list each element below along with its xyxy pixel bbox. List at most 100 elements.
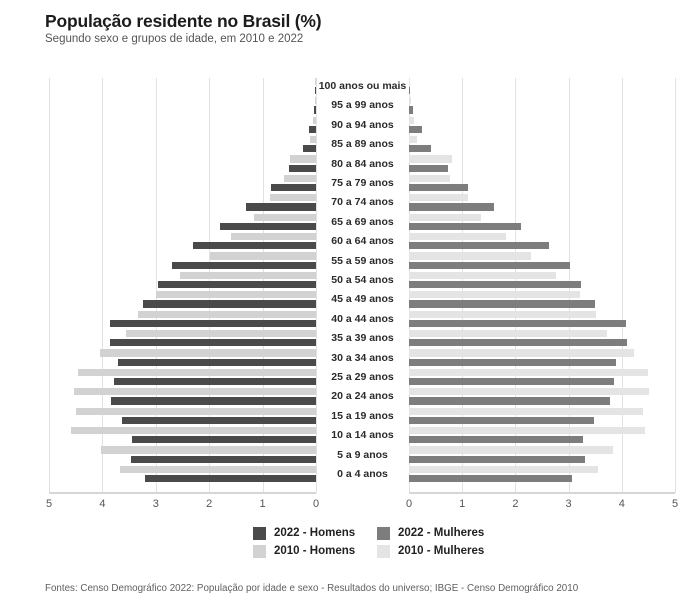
pyramid-bar — [76, 407, 316, 415]
pyramid-bar — [155, 291, 316, 299]
gridline — [621, 78, 623, 493]
pyramid-bar — [193, 242, 316, 250]
pyramid-bar — [100, 349, 316, 357]
pyramid-bar — [409, 174, 450, 182]
pyramid-bar — [253, 213, 316, 221]
axis-tick-label: 3 — [565, 498, 572, 510]
gridline — [675, 78, 676, 493]
age-group-label: 50 a 54 anos — [331, 274, 394, 286]
axis-tick-label: 4 — [99, 498, 106, 510]
pyramid-bar — [309, 125, 316, 133]
pyramid-bar — [409, 136, 417, 144]
age-group-label: 95 a 99 anos — [331, 99, 394, 112]
gridline — [316, 78, 317, 493]
pyramid-bar — [126, 330, 316, 338]
legend-swatch-2022-mulheres — [377, 526, 390, 540]
pyramid-bar — [269, 194, 316, 202]
pyramid-bar — [409, 145, 432, 153]
legend-swatch-2010-homens — [253, 544, 266, 558]
pyramid-bar — [117, 358, 316, 366]
legend-swatch-2010-mulheres — [377, 544, 390, 558]
x-axis-line-left — [49, 492, 316, 494]
pyramid-bar — [409, 261, 570, 269]
pyramid-bar — [409, 281, 582, 289]
pyramid-bar — [409, 155, 453, 163]
pyramid-bar — [172, 261, 316, 269]
age-group-label: 20 a 24 anos — [331, 390, 394, 403]
pyramid-bar — [409, 300, 595, 308]
legend-label: 2010 - Homens — [274, 545, 356, 557]
pyramid-bar — [120, 465, 316, 473]
pyramid-bar — [288, 164, 316, 172]
x-axis-line-right — [409, 492, 675, 494]
pyramid-bar — [209, 252, 316, 260]
pyramid-bar — [409, 475, 573, 483]
axis-tick-label: 1 — [259, 498, 266, 510]
pyramid-bar — [409, 194, 468, 202]
axis-tick-label: 4 — [618, 498, 625, 510]
age-group-label: 85 a 89 anos — [331, 138, 394, 151]
pyramid-bar — [284, 174, 316, 182]
pyramid-bar — [409, 233, 506, 241]
axis-tick-label: 2 — [206, 498, 213, 510]
chart-title: População residente no Brasil (%) — [45, 11, 322, 31]
pyramid-bar — [409, 358, 616, 366]
pyramid-bar — [289, 155, 316, 163]
age-group-label: 15 a 19 anos — [331, 409, 394, 422]
pyramid-bar — [409, 252, 531, 260]
pyramid-bar — [74, 388, 316, 396]
pyramid-bar — [409, 97, 411, 105]
pyramid-bar — [179, 271, 316, 279]
age-group-label: 100 anos ou mais — [318, 80, 407, 92]
legend-item-2022-mulheres: 2022 - Mulheres — [377, 526, 501, 540]
legend-item-2022-homens: 2022 - Homens — [253, 526, 377, 540]
pyramid-bar — [109, 339, 316, 347]
gridline — [155, 78, 157, 493]
pyramid-bar — [315, 87, 316, 95]
pyramid-bar — [409, 339, 628, 347]
pyramid-bar — [409, 436, 584, 444]
pyramid-bar — [409, 184, 468, 192]
age-group-label: 75 a 79 anos — [331, 177, 394, 189]
pyramid-bar — [409, 330, 607, 338]
pyramid-bar — [409, 465, 598, 473]
age-group-label: 5 a 9 anos — [337, 448, 388, 461]
gridline — [49, 78, 50, 493]
pyramid-bar — [409, 106, 413, 114]
axis-tick-label: 2 — [512, 498, 519, 510]
pyramid-bar — [409, 397, 611, 405]
pyramid-bar — [409, 455, 586, 463]
age-group-label: 0 a 4 anos — [337, 468, 388, 480]
pyramid-bar — [409, 416, 595, 424]
legend-swatch-2022-homens — [253, 526, 266, 540]
pyramid-bar — [315, 77, 316, 85]
age-group-label: 40 a 44 anos — [331, 312, 394, 325]
legend-item-2010-homens: 2010 - Homens — [253, 544, 377, 558]
legend-label: 2022 - Homens — [274, 527, 356, 539]
age-group-label: 45 a 49 anos — [331, 293, 394, 306]
pyramid-bar — [122, 416, 316, 424]
chart-subtitle: Segundo sexo e grupos de idade, em 2010 … — [45, 33, 304, 45]
pyramid-bar — [231, 233, 316, 241]
pyramid-bar — [409, 87, 411, 95]
pyramid-bar — [409, 213, 482, 221]
legend-item-2010-mulheres: 2010 - Mulheres — [377, 544, 501, 558]
pyramid-bar — [409, 310, 596, 318]
pyramid-bar — [78, 368, 316, 376]
pyramid-bar — [309, 136, 316, 144]
pyramid-bar — [131, 455, 316, 463]
age-group-label: 25 a 29 anos — [331, 371, 394, 383]
pyramid-bar — [271, 184, 316, 192]
age-group-label: 35 a 39 anos — [331, 332, 394, 345]
pyramid-bar — [145, 475, 316, 483]
pyramid-bar — [409, 407, 643, 415]
pyramid-bar — [312, 116, 316, 124]
pyramid-bar — [246, 203, 316, 211]
axis-tick-label: 1 — [459, 498, 466, 510]
age-group-label: 90 a 94 anos — [331, 118, 394, 131]
pyramid-bar — [409, 125, 423, 133]
pyramid-bar — [157, 281, 316, 289]
pyramid-bar — [131, 436, 316, 444]
legend-label: 2010 - Mulheres — [398, 545, 485, 557]
